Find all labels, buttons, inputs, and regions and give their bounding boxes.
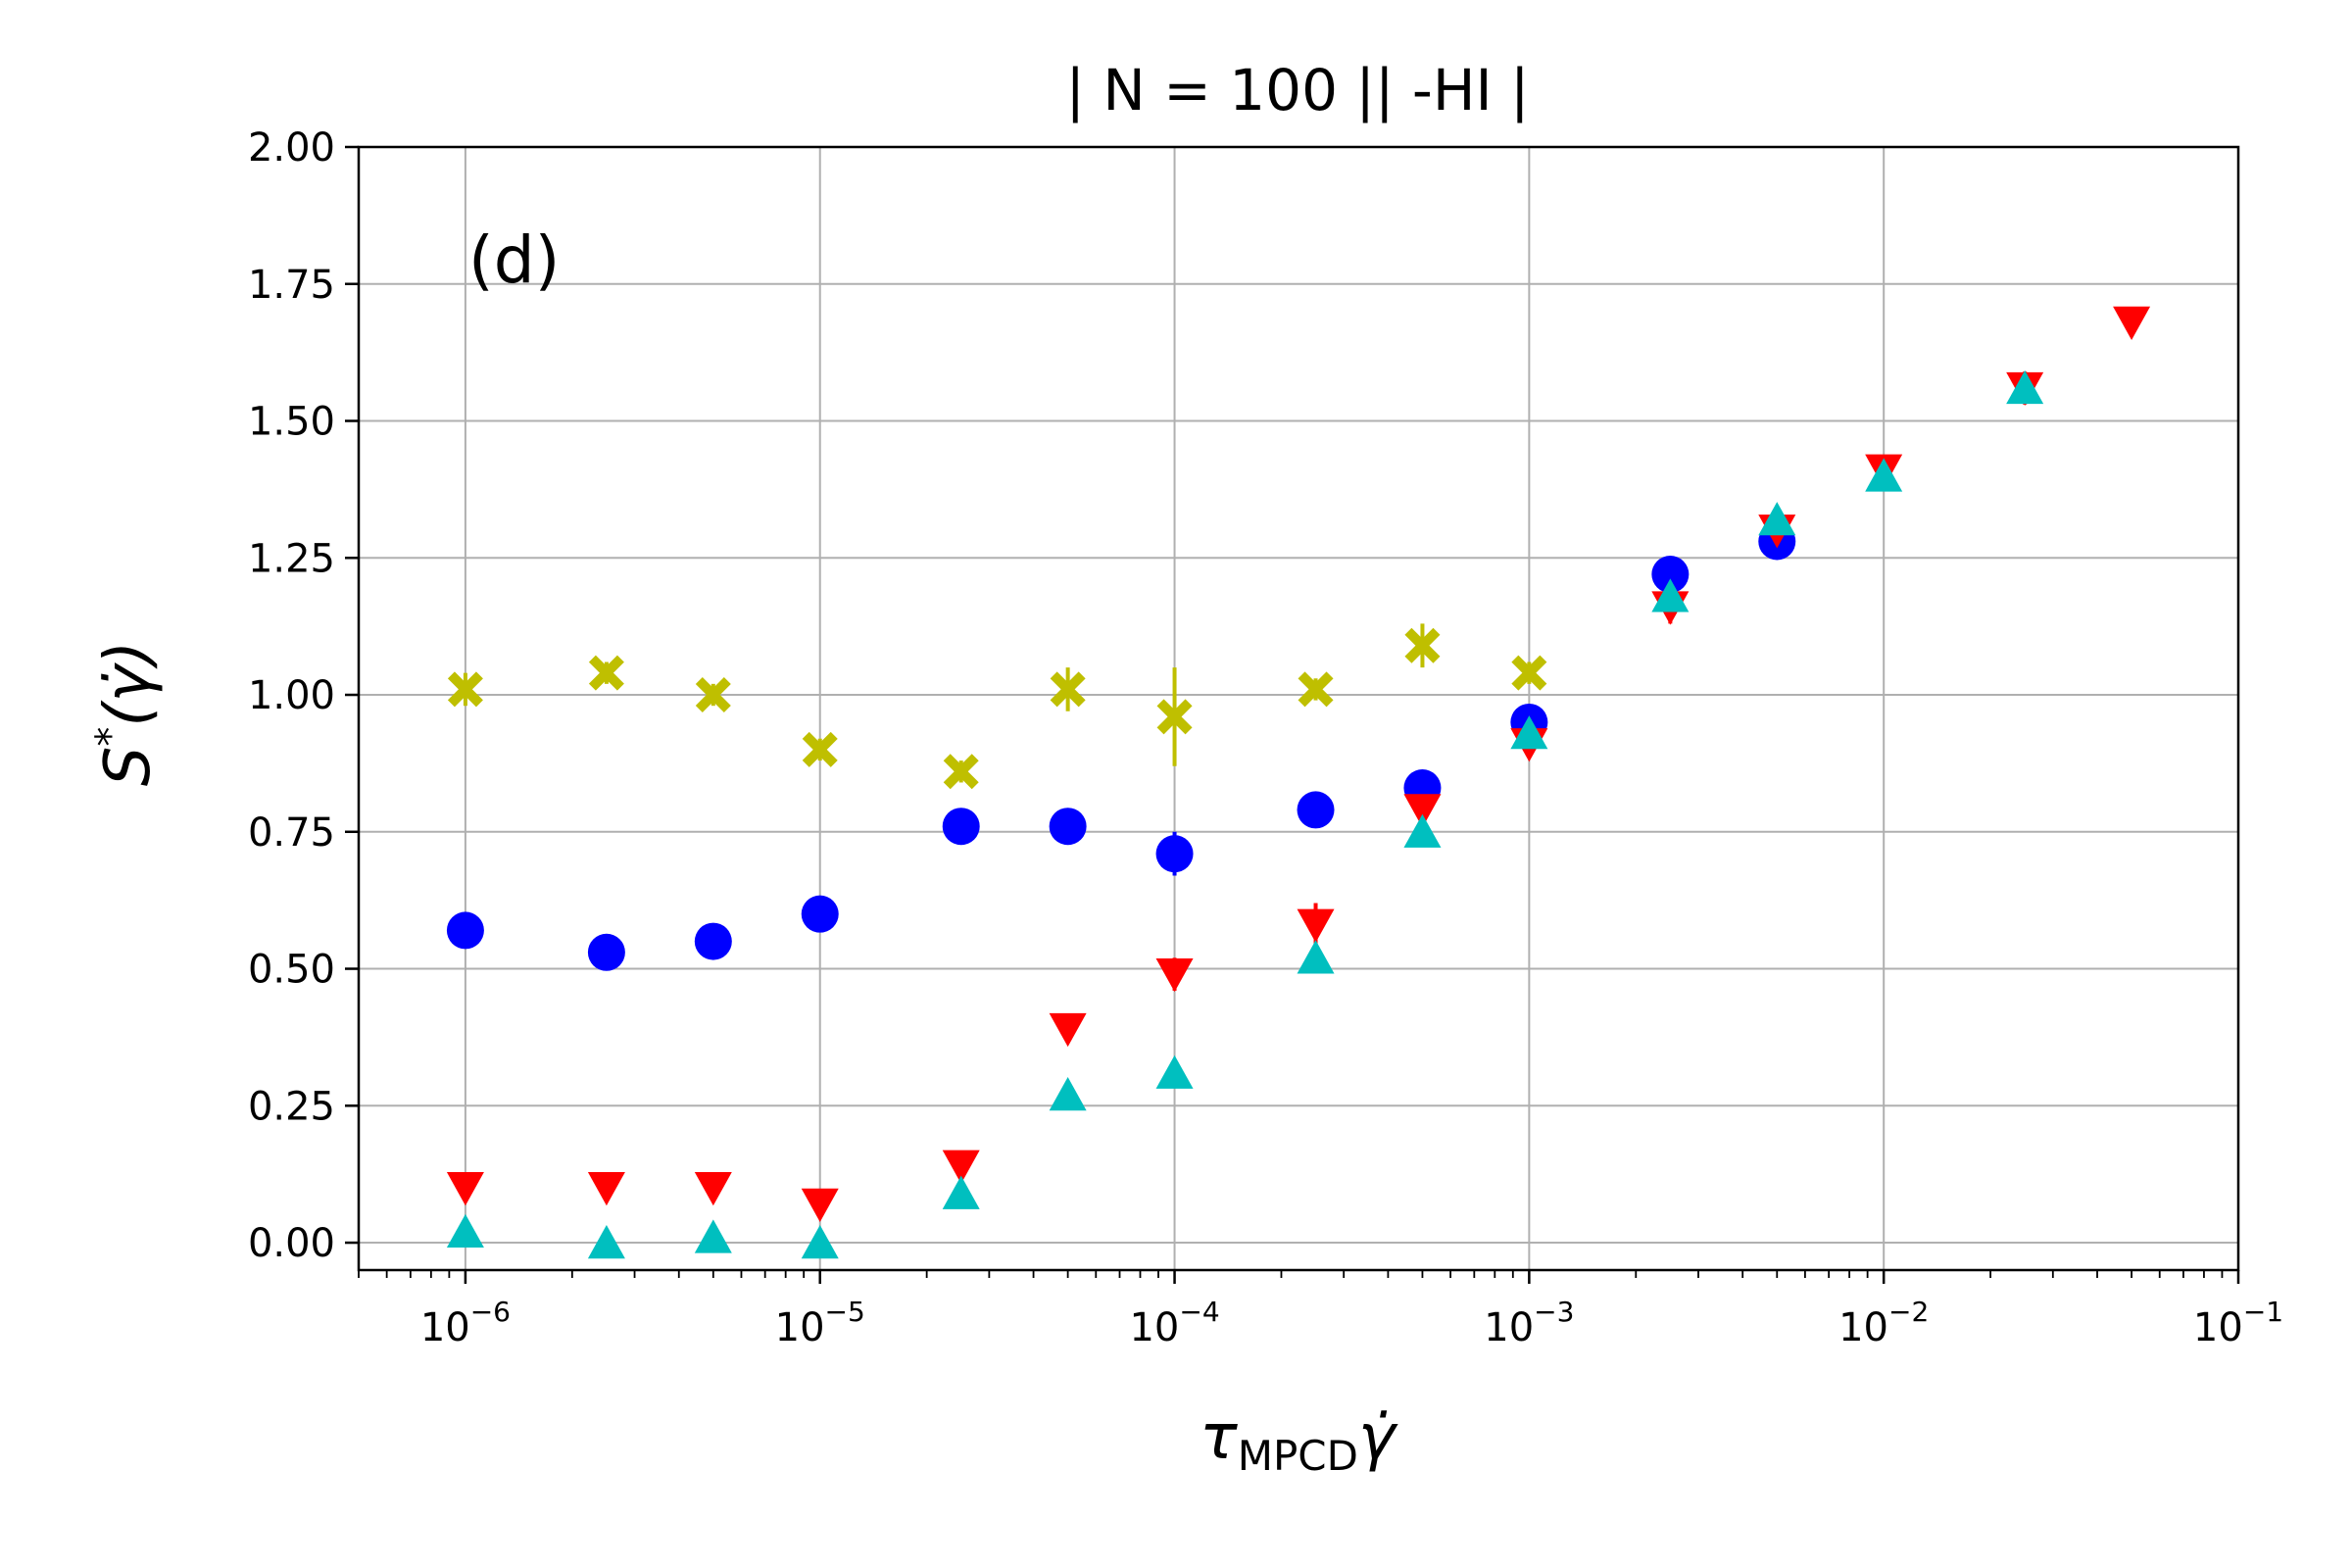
series-cyan-triangle-up bbox=[446, 369, 2044, 1259]
y-tick-label: 0.50 bbox=[248, 948, 335, 993]
x-axis-label: τMPCDγ̇ bbox=[1200, 1401, 1398, 1480]
y-tick-label: 2.00 bbox=[248, 125, 335, 171]
triangle-up-marker bbox=[1403, 813, 1442, 848]
y-tick-label: 0.00 bbox=[248, 1221, 335, 1266]
circle-marker bbox=[942, 808, 980, 846]
triangle-up-marker bbox=[801, 1224, 839, 1259]
triangle-down-marker bbox=[942, 1150, 980, 1184]
x-cross-marker bbox=[695, 677, 731, 713]
x-cross-marker bbox=[588, 655, 624, 691]
triangle-up-marker bbox=[942, 1175, 980, 1209]
triangle-up-marker bbox=[2006, 369, 2044, 405]
data-series bbox=[446, 306, 2151, 1259]
circle-marker bbox=[694, 922, 732, 960]
triangle-up-marker bbox=[1510, 715, 1548, 750]
triangle-down-marker bbox=[694, 1171, 732, 1206]
x-cross-marker bbox=[943, 754, 979, 790]
chart-title: | N = 100 || -HI | bbox=[1065, 57, 1529, 123]
axis-ticks: 10−6 10−5 10−4 10−3 10−2 10−1 0.00 0.25 0.50 0.75… bbox=[248, 125, 2283, 1350]
triangle-up-marker bbox=[1049, 1077, 1087, 1111]
circle-marker bbox=[446, 911, 484, 950]
triangle-down-marker bbox=[1297, 908, 1335, 943]
circle-marker bbox=[1155, 835, 1194, 873]
x-cross-marker bbox=[1050, 671, 1086, 708]
triangle-up-marker bbox=[1758, 502, 1796, 536]
x-tick-label: 10−3 bbox=[1484, 1296, 1574, 1350]
x-cross-marker bbox=[447, 671, 483, 708]
triangle-down-marker bbox=[1049, 1012, 1087, 1048]
y-tick-label: 0.75 bbox=[248, 810, 335, 856]
triangle-up-marker bbox=[587, 1224, 625, 1259]
x-tick-label: 10−5 bbox=[775, 1296, 865, 1350]
triangle-down-marker bbox=[1155, 957, 1194, 993]
triangle-down-marker bbox=[446, 1171, 484, 1206]
y-tick-label: 1.25 bbox=[248, 536, 335, 581]
x-tick-label: 10−2 bbox=[1838, 1296, 1929, 1350]
circle-marker bbox=[587, 933, 625, 971]
x-tick-label: 10−1 bbox=[2193, 1296, 2283, 1350]
triangle-up-marker bbox=[1865, 458, 1903, 492]
x-cross-marker bbox=[1511, 655, 1547, 691]
panel-label: (d) bbox=[468, 222, 560, 298]
x-cross-marker bbox=[802, 731, 838, 767]
y-tick-label: 1.50 bbox=[248, 400, 335, 445]
x-cross-marker bbox=[1156, 699, 1193, 735]
triangle-up-marker bbox=[1297, 940, 1335, 974]
x-cross-marker bbox=[1404, 627, 1441, 663]
y-tick-label: 1.00 bbox=[248, 673, 335, 718]
x-cross-marker bbox=[1298, 671, 1334, 708]
series-yellow-cross bbox=[447, 623, 1547, 790]
triangle-down-marker bbox=[801, 1188, 839, 1222]
triangle-down-marker bbox=[1403, 794, 1442, 828]
y-tick-label: 1.75 bbox=[248, 263, 335, 308]
x-tick-label: 10−6 bbox=[420, 1296, 511, 1350]
y-tick-label: 0.25 bbox=[248, 1084, 335, 1129]
circle-marker bbox=[1297, 791, 1335, 829]
y-axis-label: S*(γ̇) bbox=[88, 641, 165, 786]
plot-frame bbox=[357, 145, 2240, 1272]
triangle-up-marker bbox=[694, 1219, 732, 1253]
circle-marker bbox=[1651, 556, 1690, 594]
triangle-up-marker bbox=[446, 1213, 484, 1249]
triangle-down-marker bbox=[587, 1171, 625, 1206]
triangle-down-marker bbox=[2113, 306, 2151, 340]
triangle-up-marker bbox=[1651, 578, 1690, 612]
circle-marker bbox=[1049, 808, 1087, 846]
triangle-up-marker bbox=[1155, 1054, 1194, 1089]
x-tick-label: 10−4 bbox=[1129, 1296, 1219, 1350]
circle-marker bbox=[801, 895, 839, 933]
